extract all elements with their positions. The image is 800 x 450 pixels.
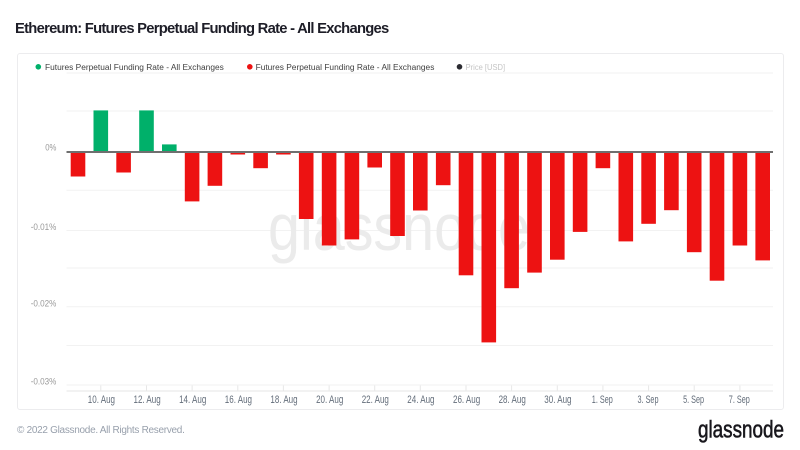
svg-text:5. Sep: 5. Sep: [683, 394, 704, 406]
svg-text:3. Sep: 3. Sep: [638, 394, 659, 406]
svg-text:14. Aug: 14. Aug: [179, 394, 206, 406]
svg-text:1. Sep: 1. Sep: [592, 394, 613, 406]
svg-text:26. Aug: 26. Aug: [453, 394, 480, 406]
svg-text:10. Aug: 10. Aug: [88, 394, 115, 406]
svg-text:30. Aug: 30. Aug: [544, 394, 571, 406]
svg-text:glassnode: glassnode: [698, 417, 784, 444]
svg-text:© 2022 Glassnode. All Rights R: © 2022 Glassnode. All Rights Reserved.: [17, 425, 185, 436]
svg-text:Price [USD]: Price [USD]: [466, 62, 506, 72]
svg-text:16. Aug: 16. Aug: [225, 394, 252, 406]
svg-text:22. Aug: 22. Aug: [362, 394, 389, 406]
svg-text:-0.02%: -0.02%: [31, 298, 57, 308]
svg-text:Futures Perpetual Funding Rate: Futures Perpetual Funding Rate - All Exc…: [256, 62, 435, 72]
svg-text:Futures Perpetual Funding Rate: Futures Perpetual Funding Rate - All Exc…: [45, 62, 224, 72]
svg-text:7. Sep: 7. Sep: [729, 394, 750, 406]
svg-text:18. Aug: 18. Aug: [270, 394, 297, 406]
svg-text:12. Aug: 12. Aug: [134, 394, 161, 406]
svg-text:24. Aug: 24. Aug: [407, 394, 434, 406]
svg-text:20. Aug: 20. Aug: [316, 394, 343, 406]
svg-text:-0.01%: -0.01%: [31, 222, 57, 232]
svg-text:0%: 0%: [45, 142, 56, 152]
svg-text:-0.03%: -0.03%: [31, 377, 57, 387]
svg-text:28. Aug: 28. Aug: [499, 394, 526, 406]
